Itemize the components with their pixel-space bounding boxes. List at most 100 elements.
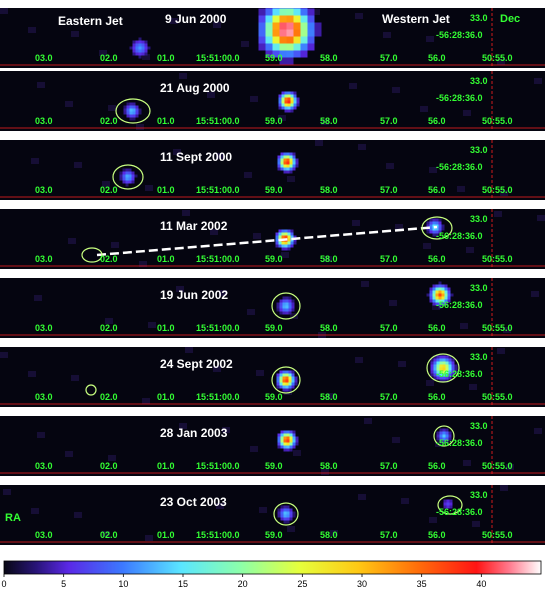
- core-source-pixel: [290, 232, 294, 236]
- jet-source-pixel: [128, 180, 132, 184]
- jet-source-pixel: [125, 177, 129, 181]
- core-source-pixel: [265, 8, 273, 16]
- core-source-pixel: [292, 445, 296, 449]
- ra-tick-label: 59.0: [265, 392, 283, 402]
- jet-source-pixel: [454, 364, 458, 368]
- jet-source-pixel: [433, 370, 437, 374]
- core-source-pixel: [284, 100, 288, 104]
- jet-source-pixel: [442, 373, 446, 377]
- jet-source-pixel: [125, 183, 129, 187]
- core-source-pixel: [279, 8, 287, 16]
- core-source-pixel: [286, 514, 290, 518]
- jet-source-pixel: [433, 364, 437, 368]
- ra-tick-label: 57.0: [380, 323, 398, 333]
- ra-tick-label: 57.0: [380, 185, 398, 195]
- core-source-pixel: [288, 388, 292, 392]
- noise-pixel: [423, 243, 431, 249]
- jet-source-pixel: [138, 40, 142, 44]
- jet-source-pixel: [445, 428, 449, 432]
- jet-source-pixel: [442, 434, 446, 438]
- core-source-pixel: [280, 164, 284, 168]
- core-source-pixel: [288, 311, 292, 315]
- jet-source-pixel: [451, 364, 455, 368]
- jet-source-pixel: [442, 431, 446, 435]
- core-source-pixel: [282, 370, 286, 374]
- noise-pixel: [534, 428, 542, 434]
- core-source-pixel: [291, 370, 295, 374]
- core-source-pixel: [280, 505, 284, 509]
- jet-source-pixel: [448, 361, 452, 365]
- core-source-pixel: [287, 229, 291, 233]
- core-source-pixel: [300, 22, 308, 30]
- core-source-pixel: [265, 36, 273, 44]
- core-source-pixel: [290, 235, 294, 239]
- core-source-pixel: [279, 50, 287, 58]
- core-source-pixel: [286, 50, 294, 58]
- core-source-pixel: [283, 508, 287, 512]
- jet-source-pixel: [429, 227, 433, 231]
- core-source-pixel: [286, 439, 290, 443]
- noise-pixel: [469, 384, 477, 390]
- panel-date-label: 11 Sept 2000: [160, 150, 233, 164]
- jet-source-pixel: [432, 221, 436, 225]
- core-source-pixel: [293, 106, 297, 110]
- noise-pixel: [102, 531, 110, 537]
- jet-source-pixel: [439, 431, 443, 435]
- jet-source-pixel: [448, 376, 452, 380]
- jet-source-pixel: [442, 440, 446, 444]
- noise-pixel: [185, 347, 193, 353]
- jet-source-pixel: [444, 296, 448, 300]
- core-source-pixel: [281, 91, 285, 95]
- noise-pixel: [250, 96, 258, 102]
- dec-tick-label: -56:28:36.0: [436, 231, 483, 241]
- jet-source-pixel: [430, 364, 434, 368]
- noise-pixel: [139, 261, 147, 267]
- core-source-pixel: [279, 370, 283, 374]
- noise-pixel: [108, 105, 116, 111]
- core-source-pixel: [286, 29, 294, 37]
- jet-source-pixel: [129, 108, 133, 112]
- ra-tick-label: 03.0: [35, 185, 53, 195]
- jet-source-pixel: [135, 40, 139, 44]
- core-source-pixel: [258, 29, 266, 37]
- jet-source-pixel: [132, 111, 136, 115]
- core-source-pixel: [283, 511, 287, 515]
- colorbar-gradient: [3, 560, 542, 575]
- core-source-pixel: [282, 311, 286, 315]
- ra-tick-label: 57.0: [380, 254, 398, 264]
- ra-tick-label: 50:55.0: [482, 116, 513, 126]
- jet-source-pixel: [439, 376, 443, 380]
- jet-source-pixel: [435, 302, 439, 306]
- core-source-pixel: [291, 379, 295, 383]
- ra-tick-label: 58.0: [320, 53, 338, 63]
- core-source-pixel: [307, 43, 315, 51]
- core-source-pixel: [290, 94, 294, 98]
- jet-source-pixel: [432, 230, 436, 234]
- jet-source-pixel: [441, 302, 445, 306]
- core-source-pixel: [276, 308, 280, 312]
- core-source-pixel: [279, 22, 287, 30]
- core-source-pixel: [290, 91, 294, 95]
- noise-pixel: [429, 517, 437, 523]
- ra-tick-label: 03.0: [35, 116, 53, 126]
- jet-source-pixel: [126, 114, 130, 118]
- core-source-pixel: [291, 305, 295, 309]
- core-source-pixel: [291, 385, 295, 389]
- noise-pixel: [506, 464, 514, 470]
- source-region-ellipse: [271, 366, 301, 394]
- jet-source-pixel: [436, 361, 440, 365]
- noise-pixel: [253, 233, 261, 239]
- noise-pixel: [503, 327, 511, 333]
- core-source-pixel: [278, 229, 282, 233]
- noise-pixel: [531, 291, 539, 297]
- colorbar-tick-label: 15: [178, 579, 188, 589]
- ra-tick-label: 02.0: [100, 116, 118, 126]
- jet-source-pixel: [129, 111, 133, 115]
- noise-pixel: [74, 512, 82, 518]
- noise-pixel: [241, 41, 249, 47]
- ra-tick-label: 02.0: [100, 323, 118, 333]
- dec-tick-label: -56:28:36.0: [436, 507, 483, 517]
- noise-pixel: [389, 300, 397, 306]
- core-source-pixel: [272, 8, 280, 9]
- core-source-pixel: [307, 29, 315, 37]
